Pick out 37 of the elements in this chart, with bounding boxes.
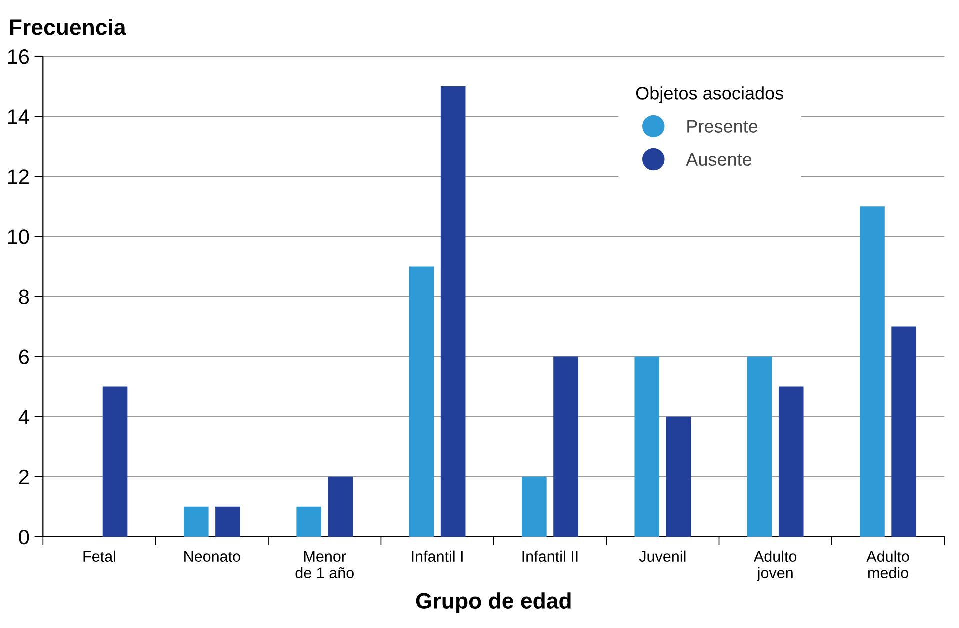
- x-tick-label: Fetal: [84, 550, 116, 562]
- y-tick-label: 12: [8, 170, 29, 184]
- y-tick-label: 10: [8, 230, 30, 244]
- y-tick-label: 4: [18, 410, 30, 424]
- y-tick-label: 0: [19, 530, 30, 545]
- bar: [296, 506, 322, 537]
- x-tick-label: Neonato: [184, 551, 240, 562]
- y-tick-label: 2: [19, 470, 29, 484]
- y-tick-label: 14: [8, 110, 30, 124]
- bar: [184, 506, 209, 537]
- bar: [554, 356, 578, 537]
- bar: [409, 266, 434, 537]
- x-tick-label: Menor de 1 año: [296, 551, 354, 579]
- bar: [892, 326, 916, 537]
- bar: [522, 476, 547, 537]
- bar: [860, 206, 885, 537]
- bar: [747, 356, 772, 537]
- x-tick-label: Adulto medio: [866, 550, 910, 579]
- y-tick-label: 8: [19, 290, 30, 304]
- x-tick-label: Infantil II: [522, 550, 578, 562]
- bar: [666, 416, 692, 537]
- x-axis-title: Grupo de edad: [416, 592, 571, 614]
- bar: [440, 86, 466, 537]
- x-tick-label: Infantil I: [412, 550, 463, 562]
- bar: [328, 476, 354, 537]
- bar: [102, 386, 128, 537]
- x-tick-label: Juvenil: [639, 550, 686, 562]
- bar: [634, 356, 660, 537]
- y-axis-title: Frecuencia: [10, 18, 126, 36]
- y-tick-label: 16: [8, 50, 30, 64]
- bar: [778, 386, 804, 537]
- legend-title: Objetos asociados: [636, 86, 784, 104]
- legend-label: Presente: [688, 120, 758, 133]
- legend-label: Ausente: [686, 153, 752, 166]
- y-tick-label: 6: [19, 350, 30, 365]
- bar: [216, 506, 240, 537]
- x-tick-label: Adulto joven: [754, 550, 797, 582]
